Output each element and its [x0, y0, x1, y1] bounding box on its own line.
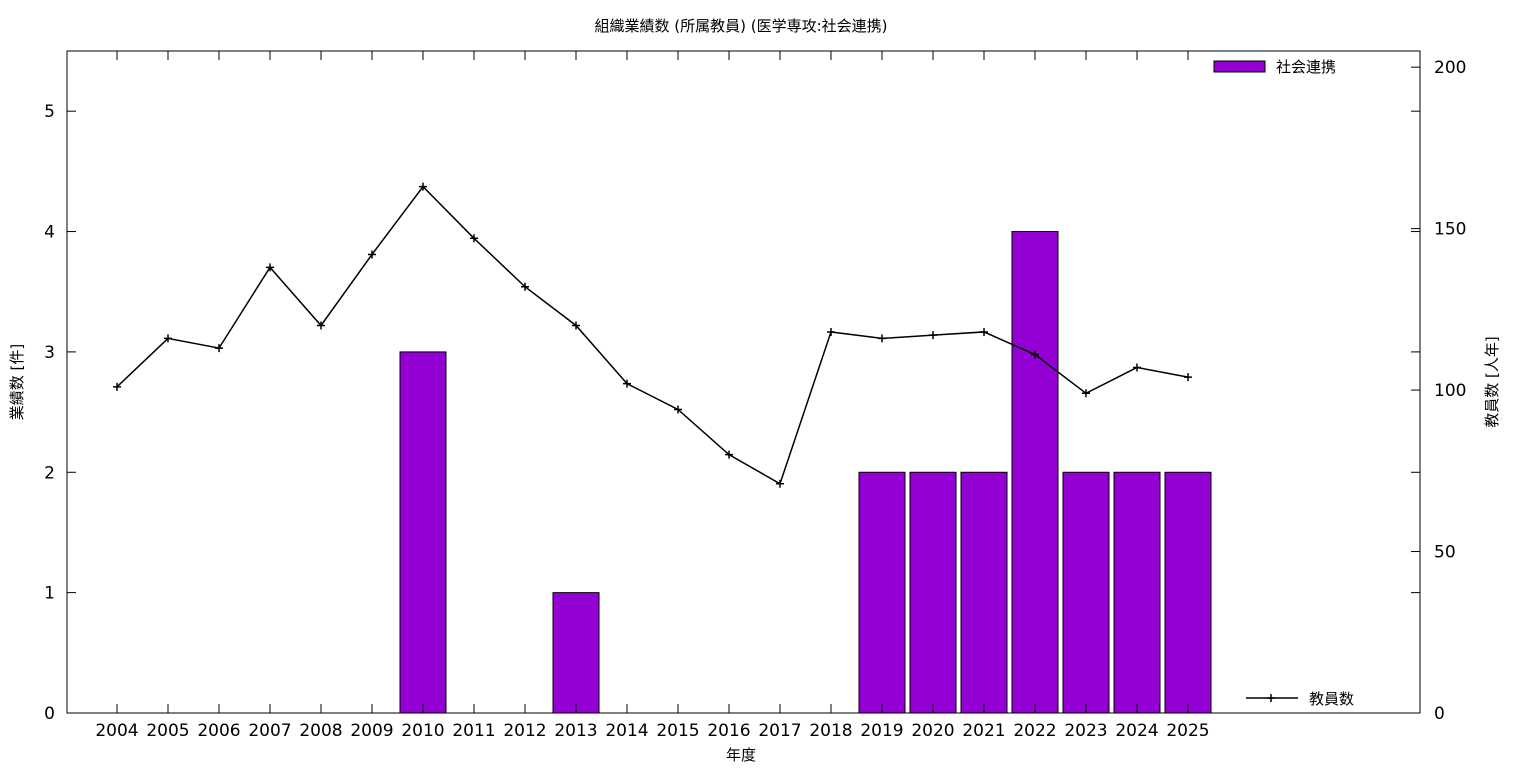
bar-2025 — [1164, 471, 1212, 714]
y-tick-label: 4 — [44, 223, 55, 243]
y-tick-label: 0 — [44, 704, 55, 724]
line-point-2010 — [419, 182, 427, 191]
line-point-2021 — [980, 327, 988, 336]
y2-tick-label: 100 — [1434, 381, 1466, 401]
legend-line: 教員数 — [1246, 690, 1354, 708]
x-tick-label: 2025 — [1166, 721, 1209, 741]
legend-bar-label: 社会連携 — [1276, 58, 1336, 76]
line-point-2008 — [317, 321, 325, 330]
x-axis-label: 年度 — [726, 746, 756, 764]
legend-line-label: 教員数 — [1309, 690, 1354, 708]
y-axis-left: 0 1 2 3 4 5 — [44, 102, 1420, 724]
x-tick-label: 2011 — [452, 721, 495, 741]
line-point-2015 — [674, 405, 682, 414]
y-tick-label: 3 — [44, 343, 55, 363]
line-point-2014 — [623, 379, 631, 388]
bar-2020 — [909, 471, 957, 714]
bar-2019 — [858, 471, 906, 714]
line-point-2006 — [215, 344, 223, 353]
line-point-2011 — [470, 234, 478, 243]
line-point-2023 — [1082, 389, 1090, 398]
x-tick-label: 2023 — [1064, 721, 1107, 741]
bar-2023 — [1062, 471, 1110, 714]
x-tick-label: 2020 — [911, 721, 954, 741]
x-tick-label: 2017 — [758, 721, 801, 741]
y-axis-label: 業績数 [件] — [8, 344, 26, 420]
x-tick-label: 2021 — [962, 721, 1005, 741]
legend-line-marker — [1267, 694, 1275, 702]
x-tick-label: 2015 — [656, 721, 699, 741]
line-point-2017 — [776, 479, 784, 488]
y-tick-label: 1 — [44, 584, 55, 604]
x-tick-label: 2018 — [809, 721, 852, 741]
bar-2013 — [552, 592, 600, 714]
bar-2021 — [960, 471, 1008, 714]
y2-axis-label: 教員数 [人年] — [1483, 336, 1501, 427]
x-tick-label: 2007 — [248, 721, 291, 741]
line-point-2018 — [827, 327, 835, 336]
x-tick-label: 2019 — [860, 721, 903, 741]
plot-frame — [66, 50, 1421, 714]
line-point-2012 — [521, 282, 529, 291]
line-point-2005 — [164, 334, 172, 343]
x-tick-label: 2008 — [299, 721, 342, 741]
legend-bar-swatch — [1213, 60, 1266, 73]
y2-tick-label: 50 — [1434, 543, 1456, 563]
y-tick-label: 5 — [44, 102, 55, 122]
x-tick-label: 2013 — [554, 721, 597, 741]
line-point-2007 — [266, 263, 274, 272]
faculty-line — [116, 185, 1189, 485]
legend-bar: 社会連携 — [1213, 58, 1336, 76]
line-point-2019 — [878, 334, 886, 343]
line-point-2004 — [113, 382, 121, 391]
y2-tick-label: 0 — [1434, 704, 1445, 724]
bar-2010 — [399, 351, 447, 714]
line-point-2020 — [929, 331, 937, 340]
y-tick-label: 2 — [44, 463, 55, 483]
line-point-2022 — [1031, 350, 1039, 359]
line-point-2009 — [368, 250, 376, 259]
x-tick-label: 2022 — [1013, 721, 1056, 741]
line-point-2016 — [725, 450, 733, 459]
x-tick-label: 2005 — [146, 721, 189, 741]
bar-2022 — [1011, 231, 1059, 714]
x-tick-label: 2009 — [350, 721, 393, 741]
bar-2024 — [1113, 471, 1161, 714]
bar-series — [399, 231, 1212, 714]
x-tick-label: 2004 — [95, 721, 138, 741]
x-tick-label: 2014 — [605, 721, 648, 741]
x-tick-label: 2024 — [1115, 721, 1158, 741]
y2-tick-label: 200 — [1434, 58, 1466, 78]
line-point-2013 — [572, 321, 580, 330]
x-tick-label: 2010 — [401, 721, 444, 741]
chart-title: 組織業績数 (所属教員) (医学専攻:社会連携) — [595, 17, 888, 35]
y-axis-right: 0 50 100 150 200 — [1411, 58, 1466, 724]
x-tick-label: 2006 — [197, 721, 240, 741]
x-axis: 2004 2005 2006 2007 2008 2009 2010 2011 2012 2013… — [95, 51, 1210, 741]
line-point-2024 — [1133, 363, 1141, 372]
x-tick-label: 2016 — [707, 721, 750, 741]
y2-tick-label: 150 — [1434, 220, 1466, 240]
line-series — [113, 182, 1192, 488]
x-tick-label: 2012 — [503, 721, 546, 741]
line-point-2025 — [1184, 373, 1192, 382]
